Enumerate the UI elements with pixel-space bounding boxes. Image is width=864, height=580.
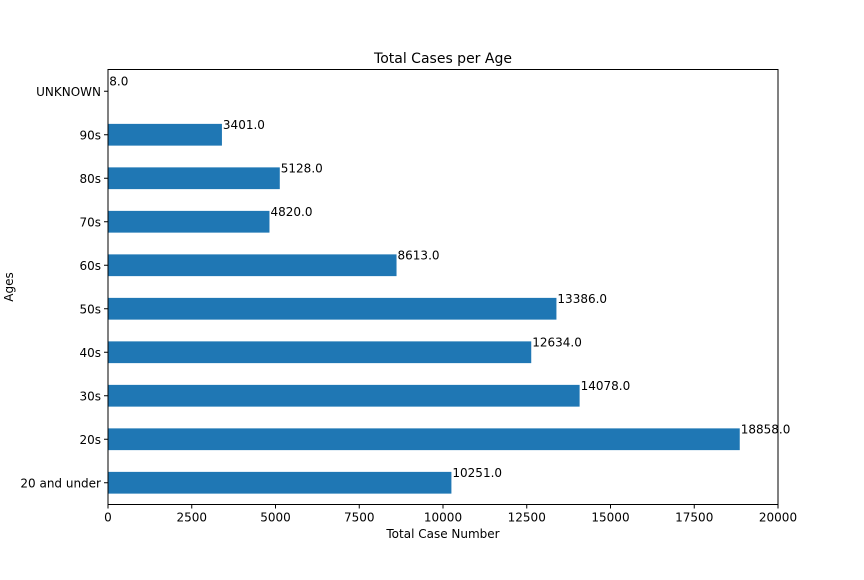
bar <box>108 254 397 276</box>
y-tick-label: 50s <box>79 302 101 316</box>
chart-title: Total Cases per Age <box>373 51 512 67</box>
bar <box>108 341 531 363</box>
bar <box>108 472 451 494</box>
bar-value-label: 10251.0 <box>452 466 502 480</box>
y-tick-label: 80s <box>79 172 101 186</box>
x-tick-label: 2500 <box>176 511 207 525</box>
bar <box>108 211 269 233</box>
bar-value-label: 13386.0 <box>557 292 607 306</box>
bar <box>108 298 556 320</box>
y-tick-label: 30s <box>79 389 101 403</box>
bar-value-label: 3401.0 <box>223 118 265 132</box>
x-tick-label: 7500 <box>344 511 375 525</box>
y-tick-label: 20 and under <box>20 476 101 490</box>
x-tick-label: 10000 <box>424 511 462 525</box>
x-tick-label: 5000 <box>260 511 291 525</box>
y-tick-label: 20s <box>79 433 101 447</box>
x-axis: 0 2500 5000 7500 10000 12500 15000 17500 20000 <box>104 505 797 525</box>
bar <box>108 385 580 407</box>
bar <box>108 428 740 450</box>
bar-value-label: 8613.0 <box>398 248 440 262</box>
bar-value-label: 14078.0 <box>581 379 631 393</box>
bar-value-label: 8.0 <box>109 74 128 88</box>
y-tick-label: 70s <box>79 215 101 229</box>
bars-layer <box>108 80 740 493</box>
y-tick-label: UNKNOWN <box>36 85 101 99</box>
bar-value-label: 4820.0 <box>270 205 312 219</box>
y-axis: 20 and under 20s 30s 40s 50s 60s 70s 80s 90s UNKN… <box>20 85 108 491</box>
x-tick-label: 15000 <box>591 511 629 525</box>
y-tick-label: 40s <box>79 346 101 360</box>
bar-value-label: 5128.0 <box>281 161 323 175</box>
bar-value-label: 18858.0 <box>741 422 791 436</box>
bar-value-label: 12634.0 <box>532 335 582 349</box>
x-axis-label: Total Case Number <box>385 527 499 541</box>
bar <box>108 167 280 189</box>
x-tick-label: 0 <box>104 511 112 525</box>
x-tick-label: 17500 <box>675 511 713 525</box>
x-tick-label: 20000 <box>759 511 797 525</box>
y-axis-label: Ages <box>2 272 16 301</box>
x-tick-label: 12500 <box>508 511 546 525</box>
y-tick-label: 90s <box>79 128 101 142</box>
y-tick-label: 60s <box>79 259 101 273</box>
bar <box>108 124 222 146</box>
